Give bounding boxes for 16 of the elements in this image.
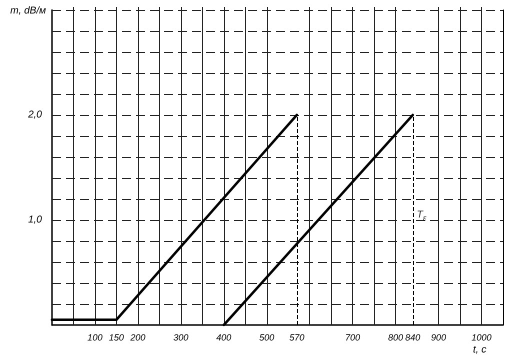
x-tick-label: 200 (129, 332, 146, 342)
y-tick-label: 1,0 (28, 214, 42, 226)
x-tick-label: 300 (173, 332, 188, 342)
y-axis-title: m, dB/м (10, 6, 46, 16)
x-tick-label: 800 (388, 332, 404, 342)
y-tick-label: 2,0 (27, 110, 42, 120)
x-tick-label: 150 (108, 332, 124, 342)
x-tick-label: 100 (87, 332, 102, 342)
x-tick-label: 840 (405, 332, 420, 342)
x-tick-label: 400 (216, 332, 232, 342)
x-tick-label: 500 (259, 332, 274, 342)
x-axis-title: t, c (473, 344, 486, 355)
x-tick-label: 700 (345, 332, 360, 342)
x-tick-label: 570 (289, 332, 304, 342)
x-tick-label: 1000 (472, 332, 492, 342)
x-tick-label: 900 (431, 332, 446, 342)
